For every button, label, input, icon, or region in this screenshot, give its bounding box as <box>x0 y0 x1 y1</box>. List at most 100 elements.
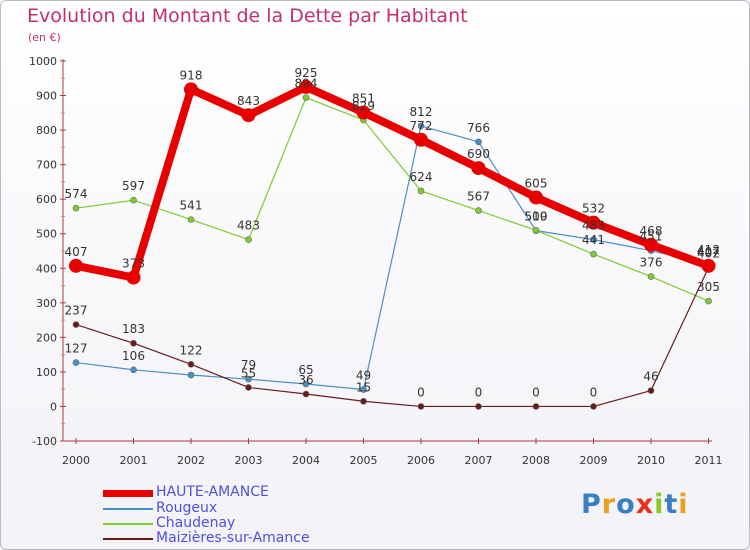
y-tick-label: 500 <box>36 228 57 241</box>
data-point <box>241 108 256 123</box>
y-tick-label: 600 <box>36 193 57 206</box>
data-label: 46 <box>643 370 658 384</box>
legend-label-haute-amance: HAUTE-AMANCE <box>156 484 269 500</box>
series-line-maizieres-sur-amance <box>75 266 710 408</box>
legend-swatch-chaudenay <box>103 523 153 525</box>
data-point <box>245 384 252 391</box>
data-label: 894 <box>295 77 318 91</box>
data-label: 0 <box>532 385 540 399</box>
data-label: 772 <box>410 119 433 133</box>
series-line-rougeux <box>75 125 710 391</box>
data-label: 0 <box>590 385 598 399</box>
data-label: 812 <box>410 105 433 119</box>
x-tick-label: 2010 <box>637 454 665 467</box>
data-label: 510 <box>525 209 548 223</box>
y-tick-label: 100 <box>36 366 57 379</box>
data-label: 532 <box>582 202 605 216</box>
series-chaudenay <box>72 94 712 305</box>
data-label: 468 <box>640 224 663 238</box>
data-point <box>414 132 428 147</box>
legend-label-chaudenay: Chaudenay <box>156 515 236 531</box>
data-label: 574 <box>65 187 88 201</box>
data-point <box>184 82 198 97</box>
data-point <box>72 321 80 328</box>
data-label: 183 <box>122 322 145 336</box>
data-point <box>302 390 310 398</box>
data-point <box>701 258 716 273</box>
data-point <box>360 386 367 393</box>
data-point <box>245 236 252 243</box>
legend-swatch-maizieres <box>103 538 153 540</box>
data-label: 49 <box>356 369 371 383</box>
data-point <box>644 237 658 252</box>
data-label: 483 <box>237 219 260 233</box>
data-point <box>360 397 367 405</box>
data-label: 605 <box>525 176 548 190</box>
data-label: 843 <box>237 94 260 108</box>
data-label: 451 <box>640 230 663 244</box>
series-maizieres-sur-amance <box>72 264 712 410</box>
data-label: 36 <box>298 373 313 387</box>
data-label: 122 <box>180 343 203 357</box>
x-tick-label: 2004 <box>292 454 320 467</box>
proxiti-logo: Proxiti <box>581 489 689 520</box>
x-tick-label: 2000 <box>62 454 90 467</box>
data-point <box>417 122 425 130</box>
data-point <box>586 215 601 230</box>
data-label: 483 <box>582 219 605 233</box>
data-label: 15 <box>356 380 371 394</box>
data-label: 55 <box>241 366 256 380</box>
y-tick-label: 0 <box>50 400 57 413</box>
legend-label-rougeux: Rougeux <box>156 500 218 516</box>
series-line-haute-amance <box>72 82 713 282</box>
data-label: 925 <box>295 66 318 80</box>
data-label: 597 <box>122 179 145 193</box>
data-label: 407 <box>697 245 720 259</box>
data-label: 509 <box>525 210 548 224</box>
data-label: 407 <box>65 245 88 259</box>
data-label: 65 <box>298 363 313 377</box>
data-point <box>130 196 137 204</box>
data-point <box>647 273 655 280</box>
data-point <box>187 216 195 223</box>
data-point <box>356 105 371 120</box>
data-point <box>417 403 425 410</box>
data-label: 567 <box>467 190 490 204</box>
x-tick-label: 2008 <box>522 454 550 467</box>
x-tick-label: 2006 <box>407 454 435 467</box>
data-point <box>72 204 80 212</box>
data-point <box>130 339 137 347</box>
series-haute-amance <box>69 79 716 285</box>
data-label: 918 <box>180 68 203 82</box>
data-label: 106 <box>122 349 145 363</box>
data-label: 412 <box>697 243 720 257</box>
data-point <box>302 94 310 101</box>
data-label: 402 <box>697 247 720 261</box>
data-point <box>590 403 597 410</box>
data-label: 79 <box>241 358 256 372</box>
data-label: 376 <box>640 256 663 270</box>
data-point <box>417 187 425 195</box>
legend-label-maizieres: Maizières-sur-Amance <box>156 530 310 546</box>
chart-title: Evolution du Montant de la Dette par Hab… <box>27 5 468 27</box>
data-point <box>69 258 83 273</box>
data-label: 127 <box>65 342 88 356</box>
data-point <box>187 361 195 368</box>
series-line-chaudenay <box>75 97 710 302</box>
data-label: 766 <box>467 121 490 135</box>
data-label: 237 <box>65 304 88 318</box>
legend-swatch-haute-amance <box>103 490 153 497</box>
data-point <box>705 297 712 305</box>
data-label: 851 <box>352 91 375 105</box>
y-tick-label: 900 <box>36 90 57 103</box>
data-point <box>126 270 141 285</box>
data-label: 829 <box>352 99 375 113</box>
data-label: 690 <box>467 147 490 161</box>
data-point <box>475 403 482 410</box>
data-label: 0 <box>417 385 425 399</box>
data-label: 441 <box>582 233 605 247</box>
x-tick-label: 2001 <box>120 454 148 467</box>
data-label: 305 <box>697 280 720 294</box>
y-tick-label: -100 <box>32 435 57 448</box>
